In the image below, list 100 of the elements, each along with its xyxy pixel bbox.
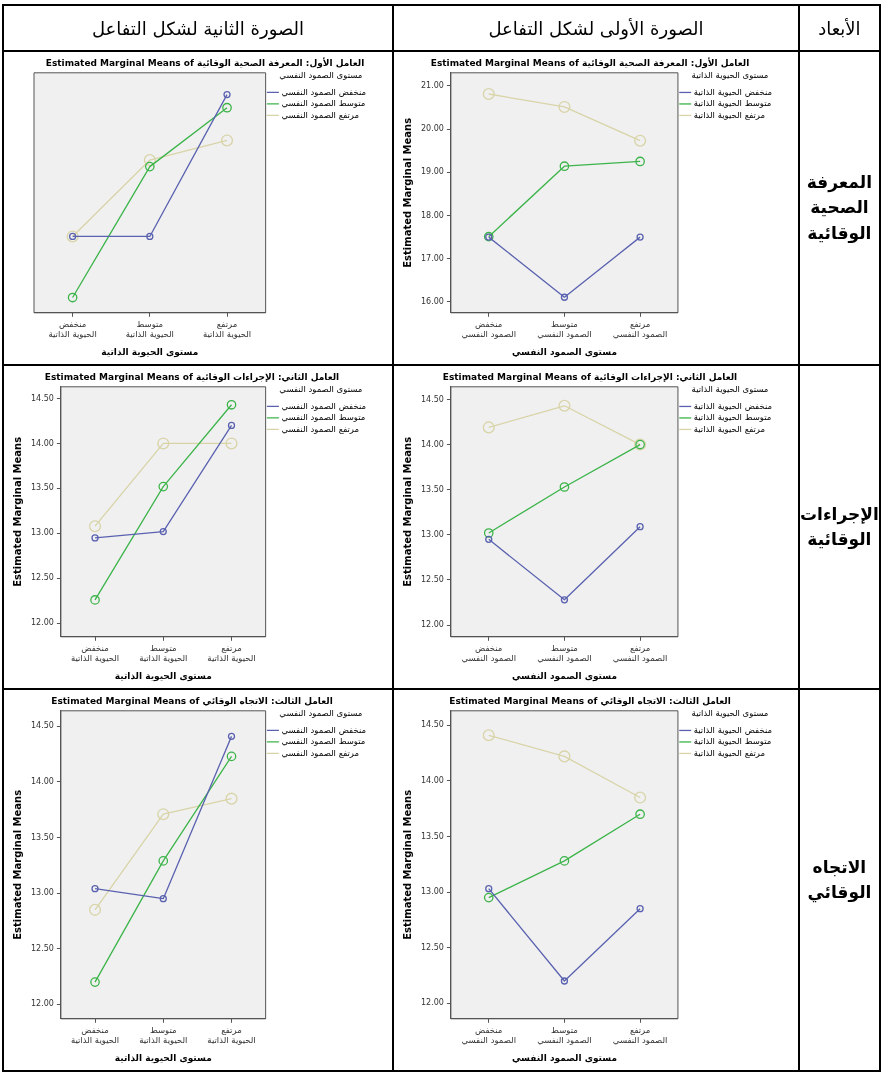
y-tick-label: 14.00 — [421, 775, 444, 785]
x-tick-label: متوسط الصمود النفسي — [537, 319, 592, 340]
y-tick-label: 14.50 — [421, 720, 444, 730]
chart-title: Estimated Marginal Means of العامل الثالث: الاتجاه الوقائي — [51, 695, 333, 707]
y-tick-label: 13.50 — [31, 483, 54, 493]
point — [560, 596, 569, 604]
point — [483, 528, 494, 538]
legend-label: منخفض الصمود النفسي — [281, 724, 367, 735]
y-tick-label: 12.50 — [31, 573, 54, 583]
x-tick-label: متوسط الحيوية الذاتية — [139, 1025, 188, 1046]
y-tick-label: 14.00 — [31, 777, 54, 787]
point — [634, 134, 647, 147]
x-tick-label: متوسط الحيوية الذاتية — [125, 319, 174, 340]
y-tick-label: 13.50 — [31, 832, 54, 842]
x-tick-label: متوسط الصمود النفسي — [537, 643, 592, 664]
point — [560, 293, 569, 301]
point — [482, 87, 495, 101]
chart-title: Estimated Marginal Means of العامل الثاني: الإجراءات الوقائية — [442, 371, 738, 383]
y-axis-title: Estimated Marginal Means — [11, 436, 23, 587]
y-tick-label: 12.00 — [421, 620, 444, 630]
point — [227, 421, 236, 430]
point — [485, 535, 493, 543]
point — [635, 809, 645, 820]
x-axis-title: مستوى الحيوية الذاتية — [114, 1052, 212, 1064]
point — [225, 792, 238, 805]
point — [158, 856, 169, 866]
chart-title: Estimated Marginal Means of العامل الثالث: الاتجاه الوقائي — [449, 695, 731, 707]
y-tick-label: 13.00 — [31, 888, 54, 898]
point — [88, 903, 102, 916]
x-tick-label: مرتفع الصمود النفسي — [612, 1025, 668, 1046]
y-tick-label: 13.50 — [421, 831, 444, 841]
x-tick-label: منخفض الحيوية الذاتية — [48, 319, 97, 340]
legend-title: مستوى الصمود النفسي — [279, 70, 363, 81]
legend-label: متوسط الصمود النفسي — [281, 736, 366, 747]
point — [88, 520, 102, 533]
point — [91, 885, 99, 893]
x-tick-label: منخفض الحيوية الذاتية — [70, 643, 120, 664]
legend-title: مستوى الصمود النفسي — [279, 384, 363, 395]
x-tick-label: منخفض الصمود النفسي — [461, 1025, 517, 1046]
legend-title: مستوى الحيوية الذاتية — [691, 708, 769, 719]
y-tick-label: 12.00 — [31, 618, 54, 628]
chart-title: Estimated Marginal Means of العامل الأول: المعرفة الصحية الوقائية — [45, 56, 365, 69]
point — [559, 482, 570, 492]
point — [485, 885, 493, 893]
x-tick-label: متوسط الصمود النفسي — [537, 1025, 592, 1046]
point — [482, 729, 495, 742]
point — [560, 977, 569, 985]
text: المعرفة الصحية الوقائية — [799, 51, 880, 365]
point — [558, 399, 571, 412]
x-tick-label: مرتفع الصمود النفسي — [612, 643, 668, 664]
legend-title: مستوى الحيوية الذاتية — [691, 70, 769, 81]
point — [144, 161, 155, 172]
y-tick-label: 12.00 — [421, 998, 444, 1008]
legend-label: مرتفع الصمود النفسي — [281, 423, 360, 434]
legend-label: مرتفع الصمود النفسي — [281, 109, 360, 120]
point — [225, 437, 238, 450]
point — [143, 154, 156, 167]
x-tick-label: مرتفع الحيوية الذاتية — [202, 319, 252, 340]
text: الأبعاد — [799, 5, 880, 51]
x-tick-label: مرتفع الحيوية الذاتية — [207, 643, 256, 664]
chart-title: Estimated Marginal Means of العامل الأول: المعرفة الصحية الوقائية — [430, 56, 750, 69]
y-tick-label: 12.00 — [31, 999, 54, 1009]
point — [157, 808, 170, 821]
x-axis-title: مستوى الصمود النفسي — [511, 670, 617, 682]
legend-label: متوسط الحيوية الذاتية — [693, 98, 772, 109]
y-tick-label: 13.00 — [31, 528, 54, 538]
legend-label: مرتفع الحيوية الذاتية — [693, 423, 766, 434]
y-tick-label: 14.50 — [31, 721, 54, 731]
point — [90, 977, 100, 987]
x-axis-title: مستوى الحيوية الذاتية — [101, 346, 199, 358]
point — [559, 856, 570, 866]
y-tick-label: 12.50 — [421, 942, 444, 952]
x-tick-label: مرتفع الحيوية الذاتية — [207, 1025, 256, 1046]
point — [558, 750, 571, 763]
y-tick-label: 13.00 — [421, 887, 444, 897]
y-tick-label: 21.00 — [421, 80, 444, 90]
point — [158, 481, 169, 492]
x-tick-label: منخفض الحيوية الذاتية — [70, 1025, 120, 1046]
point — [636, 233, 644, 241]
x-tick-label: مرتفع الصمود النفسي — [612, 319, 668, 340]
point — [159, 527, 167, 536]
legend-label: منخفض الحيوية الذاتية — [693, 400, 773, 411]
point — [157, 437, 170, 450]
point — [91, 534, 99, 542]
y-tick-label: 18.00 — [421, 210, 444, 220]
point — [559, 161, 570, 172]
legend-label: متوسط الحيوية الذاتية — [693, 412, 772, 423]
legend-label: منخفض الصمود النفسي — [281, 86, 367, 97]
point — [226, 751, 237, 762]
point — [223, 90, 231, 99]
y-tick-label: 13.50 — [421, 484, 444, 494]
legend-title: مستوى الحيوية الذاتية — [691, 384, 769, 395]
y-tick-label: 12.50 — [421, 575, 444, 585]
legend-label: مرتفع الصمود النفسي — [281, 747, 360, 758]
point — [227, 732, 236, 741]
x-tick-label: منخفض الصمود النفسي — [461, 319, 517, 340]
y-axis-title: Estimated Marginal Means — [401, 436, 413, 587]
y-tick-label: 12.50 — [31, 943, 54, 953]
text: الإجراءات الوقائية — [799, 365, 880, 689]
point — [67, 292, 78, 303]
